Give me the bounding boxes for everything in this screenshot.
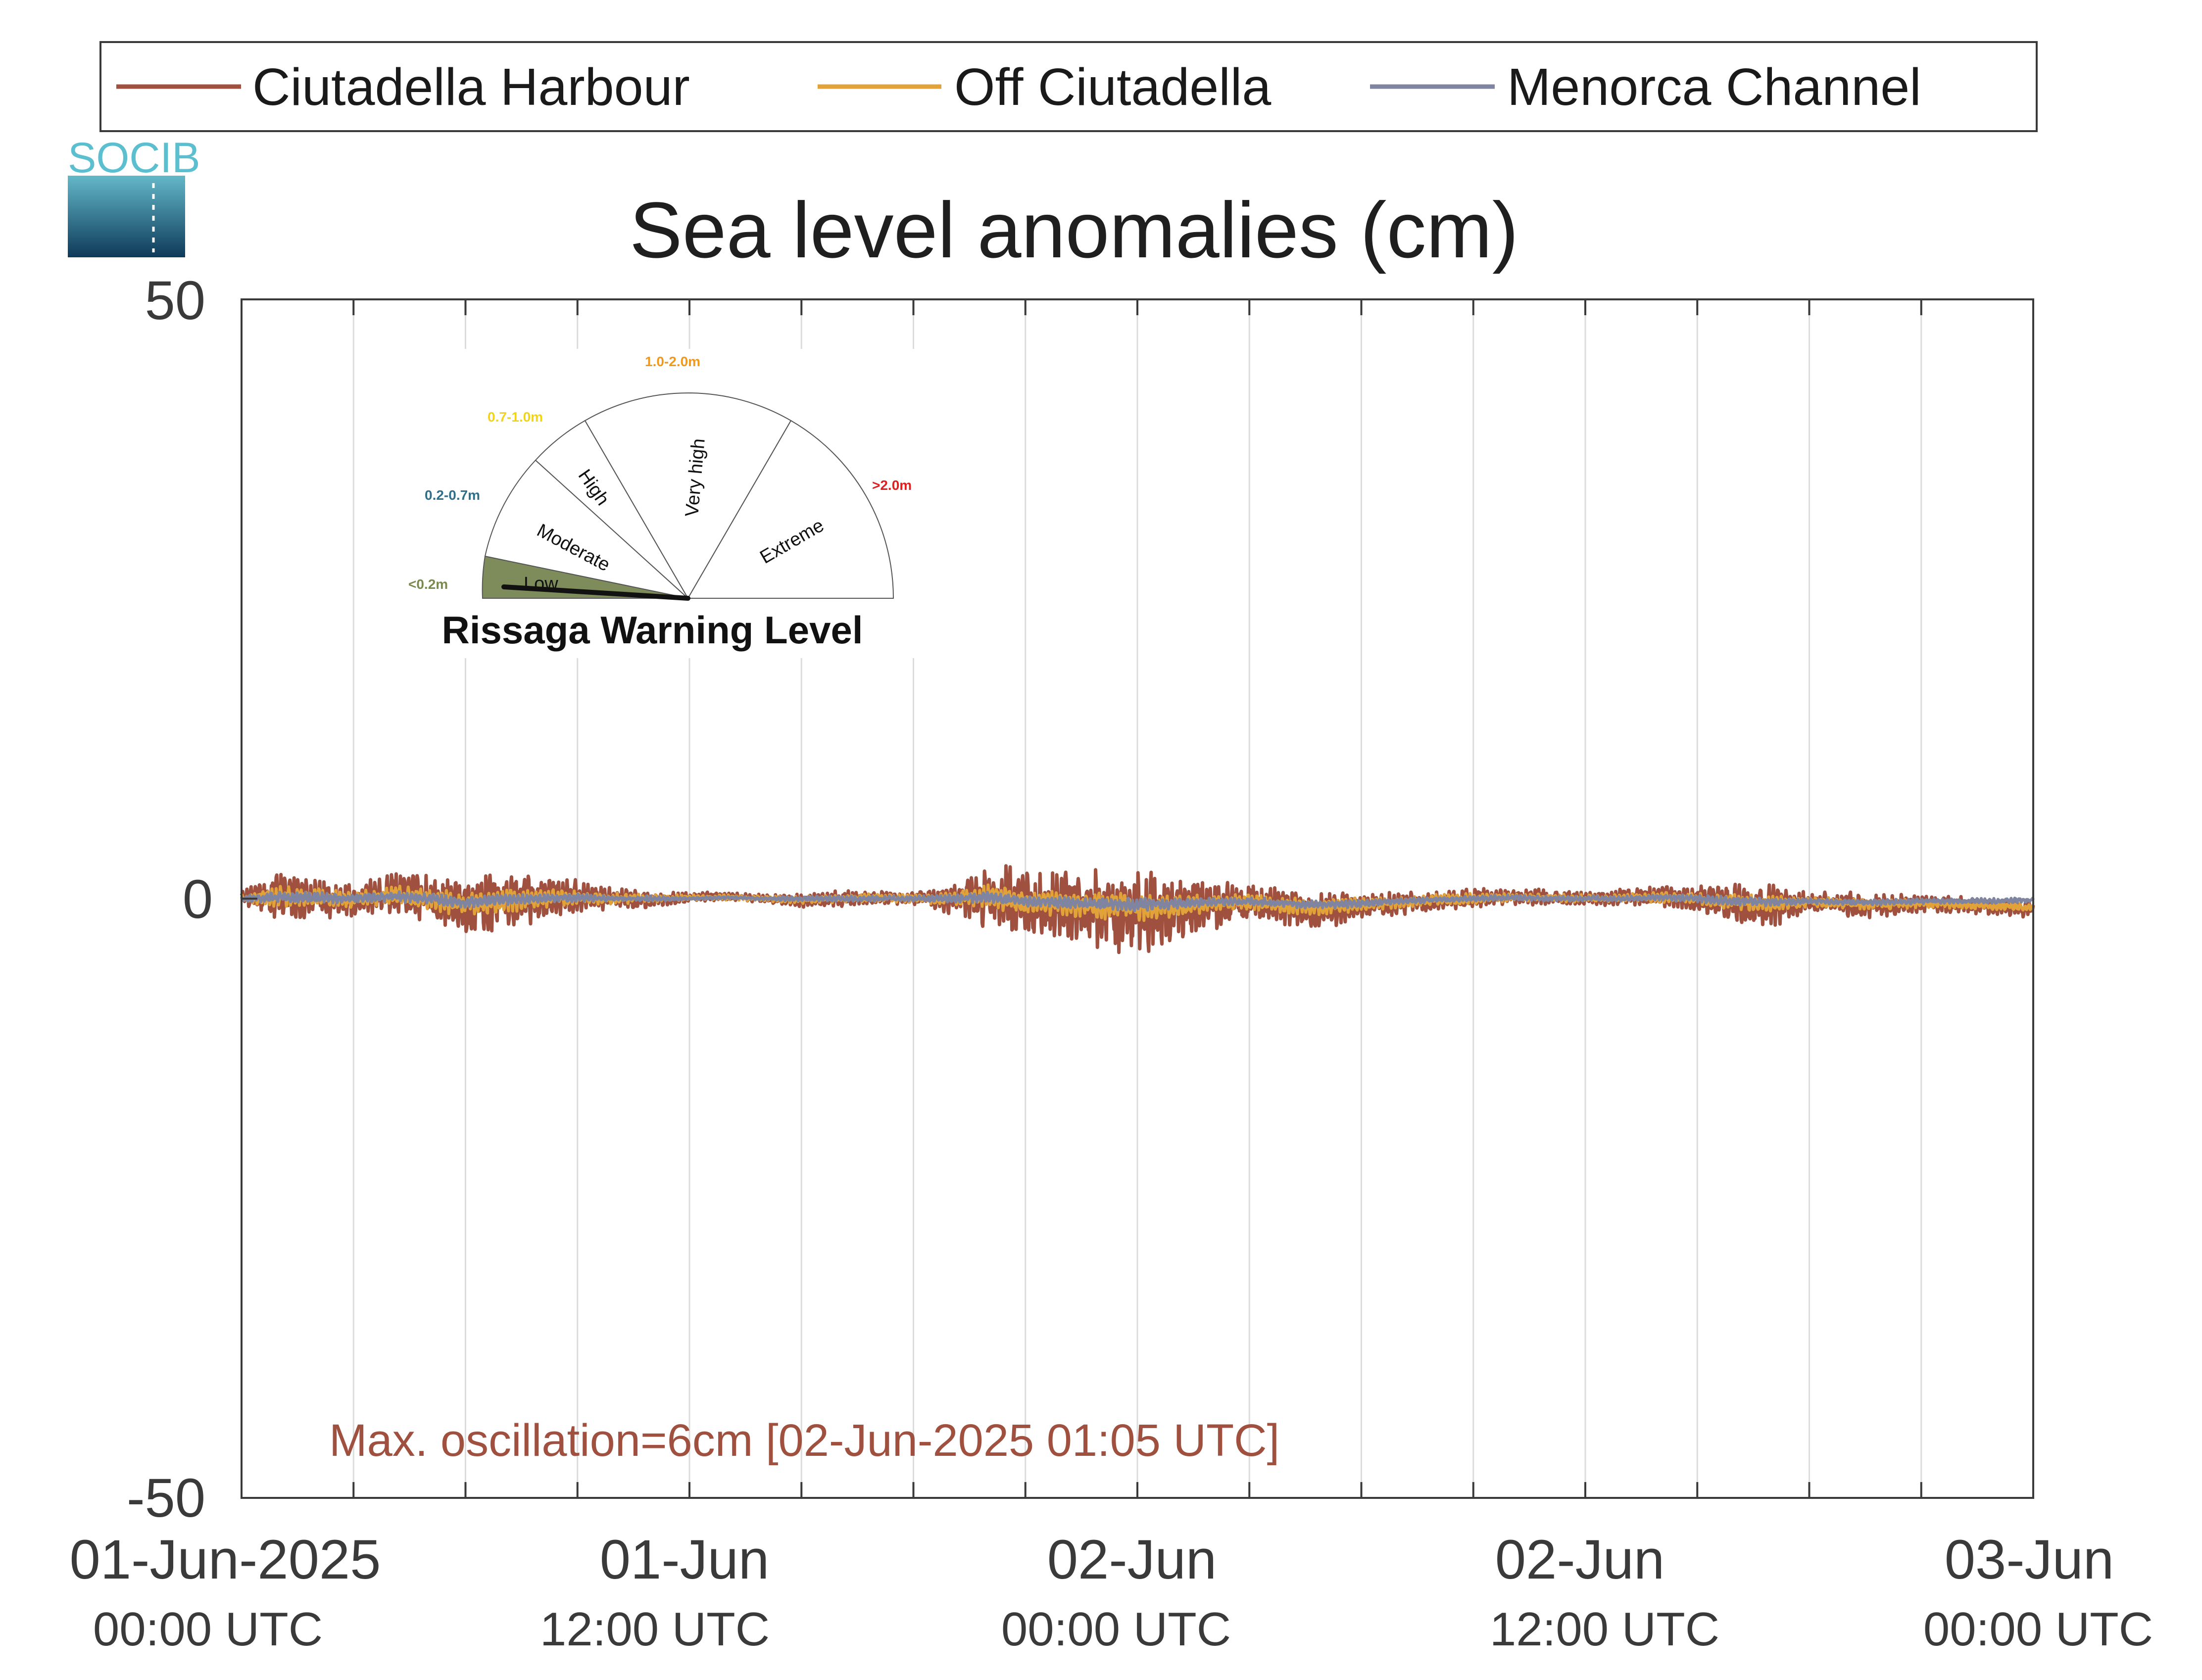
x-tick-date: 01-Jun-2025	[70, 1529, 381, 1590]
legend-label-menorca-channel: Menorca Channel	[1507, 58, 1921, 116]
x-tick-date: 01-Jun	[600, 1529, 769, 1590]
x-tick-date: 03-Jun	[1945, 1529, 2114, 1590]
chart-title: Sea level anomalies (cm)	[630, 186, 1518, 274]
x-axis: 01-Jun-2025 00:00 UTC 01-Jun 12:00 UTC 0…	[70, 1529, 2153, 1656]
max-oscillation-annotation: Max. oscillation=6cm [02-Jun-2025 01:05 …	[329, 1415, 1279, 1466]
x-tick-time: 12:00 UTC	[1490, 1603, 1719, 1656]
series-line-menorca-channel	[240, 890, 2035, 912]
legend-label-ciutadella-harbour: Ciutadella Harbour	[252, 58, 690, 116]
x-tick-date: 02-Jun	[1495, 1529, 1664, 1590]
gauge-range-high: 0.7-1.0m	[488, 409, 543, 425]
y-axis: 50 0 -50	[127, 270, 213, 1529]
series-lines	[240, 864, 2035, 955]
legend-label-off-ciutadella: Off Ciutadella	[954, 58, 1271, 116]
x-tick-time: 00:00 UTC	[1923, 1603, 2153, 1656]
y-tick-label: 0	[183, 869, 213, 930]
gauge-title: Rissaga Warning Level	[441, 608, 863, 652]
socib-logo: SOCIB	[68, 134, 200, 257]
rissaga-warning-gauge: Low Moderate High Very high Extreme <0.2…	[406, 349, 930, 658]
gauge-sector-extreme	[687, 420, 894, 599]
y-tick-label: -50	[127, 1468, 205, 1529]
gauge-range-extreme: >2.0m	[872, 478, 912, 493]
gauge-range-very-high: 1.0-2.0m	[645, 354, 700, 369]
x-tick-time: 00:00 UTC	[93, 1603, 323, 1656]
gauge-range-moderate: 0.2-0.7m	[425, 487, 480, 503]
gauge-needle	[501, 584, 690, 601]
socib-logo-text: SOCIB	[68, 134, 200, 182]
x-tick-time: 00:00 UTC	[1001, 1603, 1231, 1656]
gauge-sector-very-high	[584, 392, 792, 599]
x-tick-time: 12:00 UTC	[540, 1603, 770, 1656]
x-tick-date: 02-Jun	[1047, 1529, 1217, 1590]
axis-ticks	[242, 298, 1922, 1499]
gauge-sector-moderate	[484, 459, 690, 599]
socib-logo-wave	[68, 176, 185, 257]
gauge-range-low: <0.2m	[408, 576, 448, 592]
legend: Ciutadella Harbour Off Ciutadella Menorc…	[99, 41, 2038, 132]
y-tick-label: 50	[145, 270, 205, 331]
